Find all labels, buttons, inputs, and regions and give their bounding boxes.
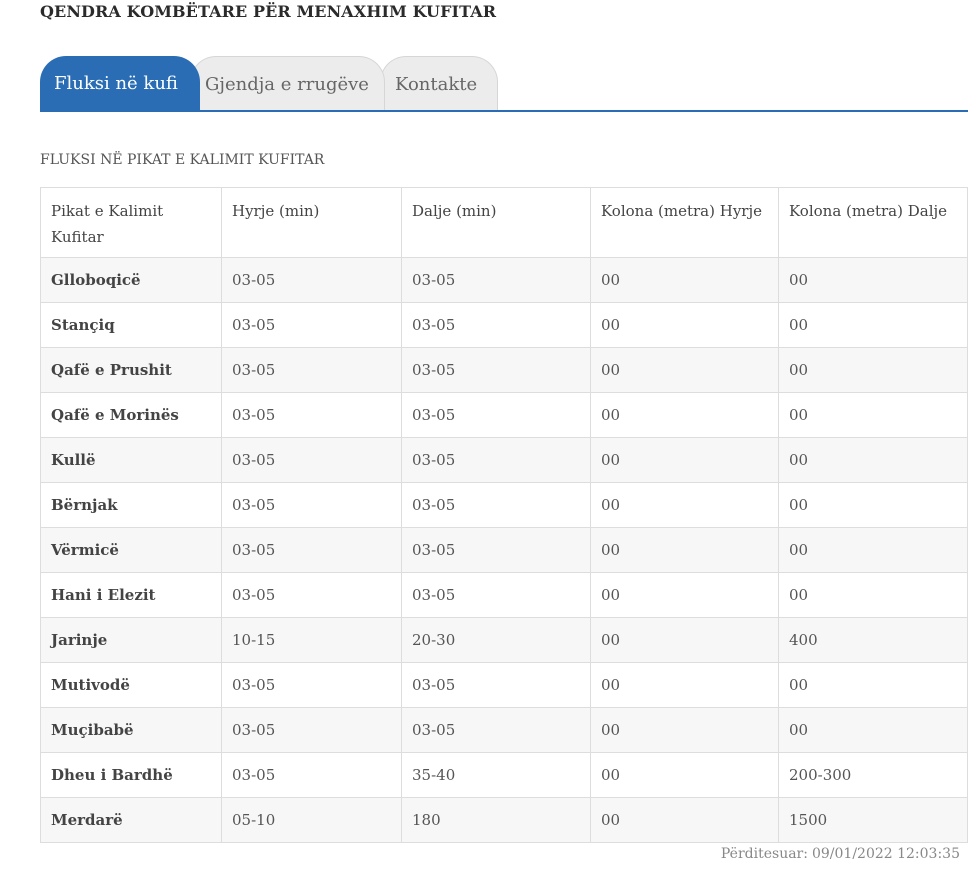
section-title: FLUKSI NË PIKAT E KALIMIT KUFITAR <box>40 152 325 168</box>
page-title: QENDRA KOMBËTARE PËR MENAXHIM KUFITAR <box>40 2 497 21</box>
crossing-point-cell: Dheu i Bardhë <box>40 752 222 798</box>
crossing-point-cell: Hani i Elezit <box>40 572 222 618</box>
entry-time-cell: 03-05 <box>221 662 402 708</box>
entry-time-cell: 03-05 <box>221 437 402 483</box>
queue-entry-cell: 00 <box>590 392 779 438</box>
queue-entry-cell: 00 <box>590 302 779 348</box>
table-row: Jarinje 10-15 20-30 00 400 <box>40 617 968 663</box>
queue-entry-cell: 00 <box>590 752 779 798</box>
table-body: Glloboqicë 03-05 03-05 00 00 Stançiq 03-05 03-0… <box>40 257 968 843</box>
table-row: Kullë 03-05 03-05 00 00 <box>40 437 968 483</box>
queue-exit-cell: 1500 <box>778 797 968 843</box>
column-header-entry-min: Hyrje (min) <box>221 187 402 258</box>
last-updated-label: Përditesuar: <box>720 846 808 862</box>
exit-time-cell: 03-05 <box>401 437 591 483</box>
queue-exit-cell: 00 <box>778 572 968 618</box>
exit-time-cell: 20-30 <box>401 617 591 663</box>
queue-entry-cell: 00 <box>590 572 779 618</box>
crossing-point-cell: Jarinje <box>40 617 222 663</box>
exit-time-cell: 03-05 <box>401 572 591 618</box>
exit-time-cell: 03-05 <box>401 347 591 393</box>
exit-time-cell: 03-05 <box>401 662 591 708</box>
exit-time-cell: 180 <box>401 797 591 843</box>
table-row: Qafë e Morinës 03-05 03-05 00 00 <box>40 392 968 438</box>
entry-time-cell: 03-05 <box>221 707 402 753</box>
queue-exit-cell: 00 <box>778 392 968 438</box>
queue-entry-cell: 00 <box>590 482 779 528</box>
entry-time-cell: 03-05 <box>221 257 402 303</box>
crossing-point-cell: Bërnjak <box>40 482 222 528</box>
queue-exit-cell: 00 <box>778 302 968 348</box>
queue-exit-cell: 200-300 <box>778 752 968 798</box>
table-row: Glloboqicë 03-05 03-05 00 00 <box>40 257 968 303</box>
entry-time-cell: 03-05 <box>221 527 402 573</box>
queue-entry-cell: 00 <box>590 797 779 843</box>
table-row: Qafë e Prushit 03-05 03-05 00 00 <box>40 347 968 393</box>
column-header-crossing-point: Pikat e Kalimit Kufitar <box>40 187 222 258</box>
crossing-point-cell: Kullë <box>40 437 222 483</box>
exit-time-cell: 03-05 <box>401 707 591 753</box>
queue-entry-cell: 00 <box>590 707 779 753</box>
exit-time-cell: 03-05 <box>401 527 591 573</box>
table-row: Bërnjak 03-05 03-05 00 00 <box>40 482 968 528</box>
last-updated-value: 09/01/2022 12:03:35 <box>811 846 960 862</box>
table-row: Muçibabë 03-05 03-05 00 00 <box>40 707 968 753</box>
crossing-point-cell: Mutivodë <box>40 662 222 708</box>
crossing-point-cell: Stançiq <box>40 302 222 348</box>
crossing-point-cell: Merdarë <box>40 797 222 843</box>
exit-time-cell: 03-05 <box>401 482 591 528</box>
entry-time-cell: 03-05 <box>221 302 402 348</box>
tab-fluksi-ne-kufi[interactable]: Fluksi në kufi <box>40 56 200 110</box>
entry-time-cell: 03-05 <box>221 752 402 798</box>
entry-time-cell: 03-05 <box>221 482 402 528</box>
queue-exit-cell: 00 <box>778 482 968 528</box>
table-header-row: Pikat e Kalimit Kufitar Hyrje (min) Dalj… <box>40 187 968 258</box>
queue-exit-cell: 00 <box>778 662 968 708</box>
queue-entry-cell: 00 <box>590 617 779 663</box>
table-row: Merdarë 05-10 180 00 1500 <box>40 797 968 843</box>
queue-exit-cell: 00 <box>778 257 968 303</box>
column-header-queue-exit: Kolona (metra) Dalje <box>778 187 968 258</box>
entry-time-cell: 03-05 <box>221 572 402 618</box>
queue-exit-cell: 00 <box>778 707 968 753</box>
exit-time-cell: 03-05 <box>401 257 591 303</box>
queue-exit-cell: 400 <box>778 617 968 663</box>
queue-entry-cell: 00 <box>590 527 779 573</box>
border-flow-table: Pikat e Kalimit Kufitar Hyrje (min) Dalj… <box>40 187 968 843</box>
last-updated: Përditesuar: 09/01/2022 12:03:35 <box>717 846 960 862</box>
entry-time-cell: 03-05 <box>221 347 402 393</box>
column-header-queue-entry: Kolona (metra) Hyrje <box>590 187 779 258</box>
queue-entry-cell: 00 <box>590 347 779 393</box>
table-row: Hani i Elezit 03-05 03-05 00 00 <box>40 572 968 618</box>
table-row: Vërmicë 03-05 03-05 00 00 <box>40 527 968 573</box>
crossing-point-cell: Qafë e Morinës <box>40 392 222 438</box>
exit-time-cell: 03-05 <box>401 392 591 438</box>
queue-entry-cell: 00 <box>590 662 779 708</box>
entry-time-cell: 05-10 <box>221 797 402 843</box>
queue-entry-cell: 00 <box>590 437 779 483</box>
entry-time-cell: 03-05 <box>221 392 402 438</box>
crossing-point-cell: Vërmicë <box>40 527 222 573</box>
queue-entry-cell: 00 <box>590 257 779 303</box>
entry-time-cell: 10-15 <box>221 617 402 663</box>
exit-time-cell: 35-40 <box>401 752 591 798</box>
tab-kontakte[interactable]: Kontakte <box>380 56 498 110</box>
queue-exit-cell: 00 <box>778 437 968 483</box>
crossing-point-cell: Qafë e Prushit <box>40 347 222 393</box>
table-row: Mutivodë 03-05 03-05 00 00 <box>40 662 968 708</box>
table-row: Stançiq 03-05 03-05 00 00 <box>40 302 968 348</box>
queue-exit-cell: 00 <box>778 527 968 573</box>
exit-time-cell: 03-05 <box>401 302 591 348</box>
crossing-point-cell: Glloboqicë <box>40 257 222 303</box>
column-header-exit-min: Dalje (min) <box>401 187 591 258</box>
queue-exit-cell: 00 <box>778 347 968 393</box>
crossing-point-cell: Muçibabë <box>40 707 222 753</box>
tab-bar: Fluksi në kufi Gjendja e rrugëve Kontakt… <box>40 56 968 112</box>
table-row: Dheu i Bardhë 03-05 35-40 00 200-300 <box>40 752 968 798</box>
tab-gjendja-e-rrugeve[interactable]: Gjendja e rrugëve <box>190 56 385 110</box>
